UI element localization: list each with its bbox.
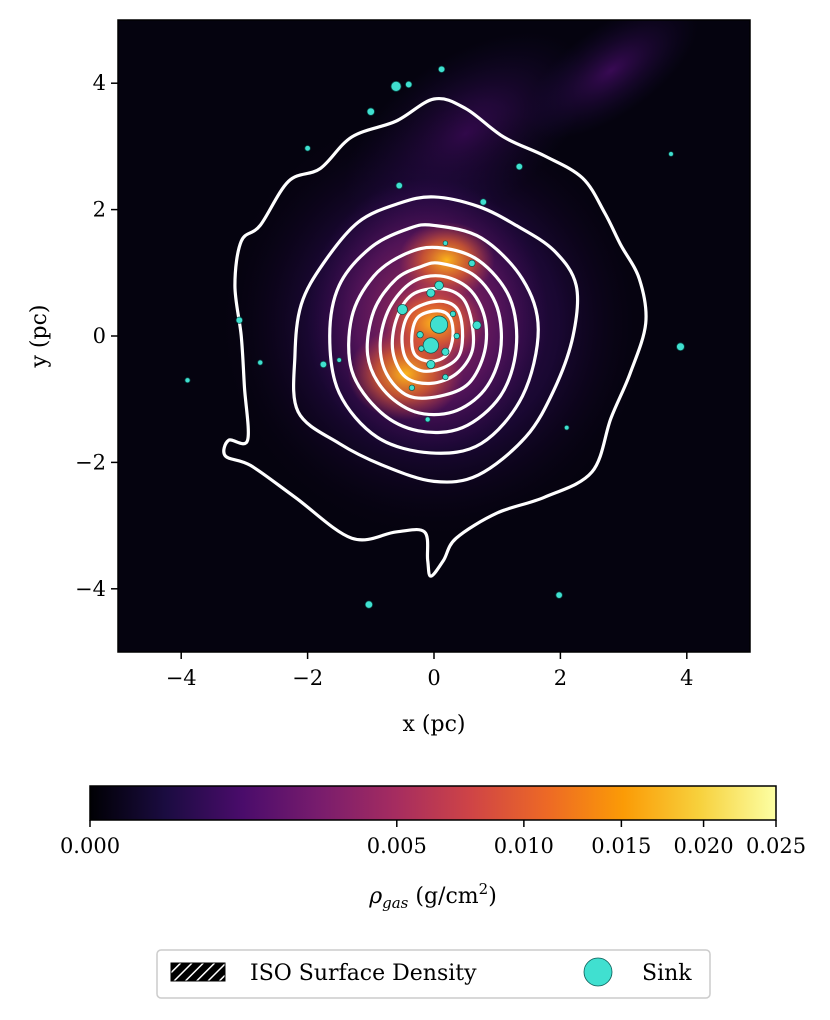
axes: −4 −2 0 2 4 −4 −2 0 2 4	[75, 71, 693, 690]
sink-marker	[408, 384, 415, 391]
sink-marker	[366, 107, 375, 116]
sink-marker	[426, 359, 436, 369]
legend-marker-sink	[583, 957, 613, 987]
sink-marker	[336, 357, 342, 363]
sink-marker	[405, 80, 413, 89]
sink-marker	[424, 416, 431, 423]
sink-marker	[555, 591, 563, 599]
sink-marker	[434, 280, 444, 291]
density-streak	[524, 20, 698, 139]
y-tick-label: 0	[93, 324, 106, 348]
y-axis-label: y (pc)	[27, 305, 52, 369]
sink-marker	[416, 331, 424, 339]
sink-marker	[453, 332, 460, 340]
sink-marker	[449, 310, 457, 317]
colorbar-ticks: 0.000 0.005 0.010 0.015 0.020 0.025	[60, 820, 806, 858]
sink-marker	[676, 342, 685, 351]
colorbar-gradient	[89, 785, 777, 821]
colorbar-label: ρgas (g/cm2)	[368, 880, 497, 912]
y-tick-label: 2	[93, 198, 106, 222]
colorbar-tick-label: 0.020	[674, 834, 734, 858]
legend-label-iso-surface-density: ISO Surface Density	[250, 961, 477, 986]
legend-label-sink: Sink	[642, 961, 692, 986]
sink-marker	[418, 345, 425, 352]
density-peak	[398, 221, 495, 299]
colorbar-label-units: (g/cm	[408, 884, 478, 909]
x-axis-label: x (pc)	[403, 712, 466, 737]
y-tick-label: −2	[75, 450, 106, 474]
iso-contour-level-3	[328, 223, 540, 455]
sink-marker	[438, 65, 446, 73]
sink-markers	[184, 65, 685, 609]
sink-marker	[468, 259, 476, 267]
iso-contour-level-2	[291, 195, 580, 484]
sink-marker	[364, 600, 373, 609]
x-tick-label: −2	[292, 666, 323, 690]
sink-marker	[515, 163, 523, 171]
colorbar-tick-label: 0.015	[591, 834, 651, 858]
sink-marker	[319, 360, 327, 368]
sink-marker	[442, 373, 449, 381]
sink-marker	[564, 424, 570, 431]
sink-marker	[426, 288, 436, 298]
colorbar-label-units-close: )	[488, 884, 497, 909]
colorbar-label-subscript: gas	[382, 894, 409, 912]
colorbar-label-units-sup: 2	[479, 880, 489, 898]
sink-marker	[668, 151, 674, 157]
colorbar-label-symbol: ρ	[368, 884, 382, 909]
x-tick-label: 0	[427, 666, 440, 690]
colorbar-tick-label: 0.010	[494, 834, 554, 858]
iso-contour-level-1	[222, 96, 648, 578]
iso-contour-level-4	[347, 245, 519, 435]
sink-marker	[257, 359, 264, 366]
iso-contour-level-6	[378, 274, 489, 400]
sink-marker	[430, 315, 449, 334]
sink-marker	[390, 81, 402, 92]
x-tick-label: 4	[680, 666, 693, 690]
y-tick-label: 4	[93, 71, 106, 95]
iso-contour-level-8	[400, 299, 465, 373]
colorbar-tick-label: 0.005	[367, 834, 427, 858]
sink-marker	[479, 198, 487, 206]
legend-box	[156, 949, 711, 999]
iso-contour-level-5	[365, 261, 503, 417]
sink-marker	[441, 347, 450, 356]
colorbar-tick-label: 0.000	[60, 834, 120, 858]
sink-marker	[442, 240, 449, 246]
sink-marker	[235, 316, 243, 324]
sink-marker	[395, 182, 403, 190]
colorbar-tick-label: 0.025	[746, 834, 806, 858]
sink-marker	[304, 145, 311, 152]
legend-marker-iso-surface-density	[170, 962, 226, 982]
colorbar: 0.000 0.005 0.010 0.015 0.020 0.025 ρgas (g/c…	[60, 785, 806, 912]
legend: ISO Surface Density Sink	[156, 949, 711, 999]
sink-marker	[422, 337, 439, 354]
plot-area	[117, 19, 751, 653]
sink-marker	[397, 304, 408, 315]
y-tick-label: −4	[75, 577, 106, 601]
x-tick-label: 2	[554, 666, 567, 690]
sink-marker	[472, 320, 482, 330]
sink-marker	[184, 377, 191, 384]
x-tick-label: −4	[166, 666, 197, 690]
